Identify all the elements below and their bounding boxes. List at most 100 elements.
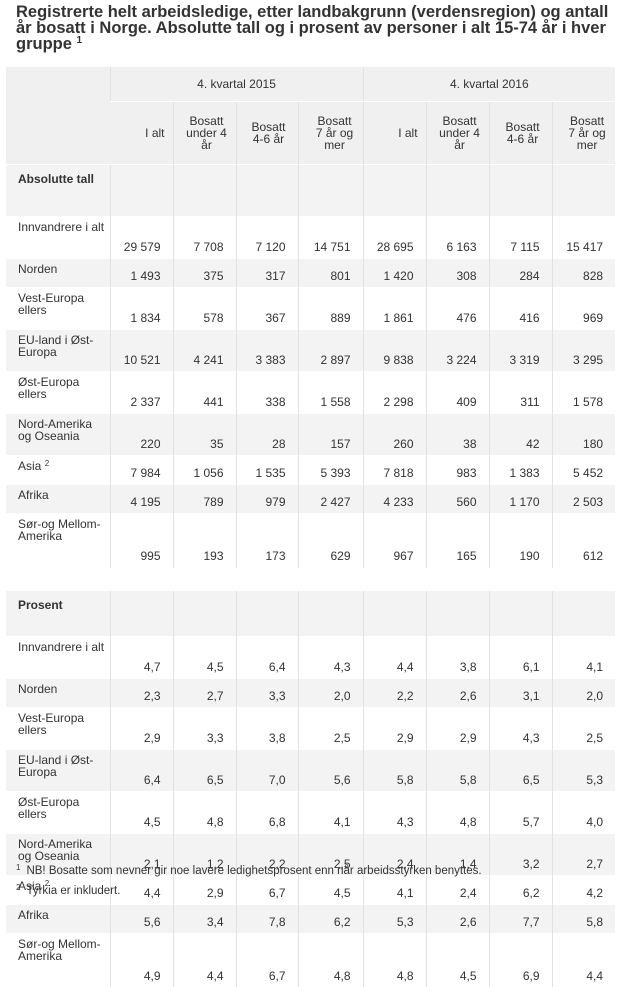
table-cell: 190 bbox=[489, 514, 552, 568]
table-cell: 4,3 bbox=[489, 708, 552, 750]
table-cell: 15 417 bbox=[552, 217, 615, 259]
empty-cell bbox=[298, 591, 363, 637]
table-cell: 5,3 bbox=[552, 750, 615, 792]
empty-cell bbox=[489, 591, 552, 637]
table-cell: 375 bbox=[173, 259, 236, 288]
table-cell: 308 bbox=[426, 259, 489, 288]
table-title-text: Registrerte helt arbeidsledige, etter la… bbox=[16, 3, 608, 53]
table-cell: 5,7 bbox=[489, 792, 552, 834]
table-cell: 2,6 bbox=[426, 679, 489, 708]
table-cell: 1 383 bbox=[489, 456, 552, 485]
empty-cell bbox=[552, 591, 615, 637]
footnote-mark: 1 bbox=[16, 863, 20, 872]
row-label: Norden bbox=[6, 259, 110, 288]
table-cell: 2,5 bbox=[552, 708, 615, 750]
table-cell: 6,8 bbox=[236, 792, 298, 834]
row-label: Innvandrere i alt bbox=[6, 637, 110, 679]
table-cell: 2,6 bbox=[426, 905, 489, 934]
row-label: EU-land i Øst-Europa bbox=[6, 750, 110, 792]
table-cell: 612 bbox=[552, 514, 615, 568]
empty-cell bbox=[363, 591, 426, 637]
table-cell: 983 bbox=[426, 456, 489, 485]
table-cell: 2,5 bbox=[298, 708, 363, 750]
section-spacer bbox=[6, 568, 615, 591]
table-cell: 6,7 bbox=[236, 934, 298, 987]
table-cell: 7 120 bbox=[236, 217, 298, 259]
table-cell: 4 241 bbox=[173, 330, 236, 372]
column-header: Bosatt under 4 år bbox=[426, 102, 489, 165]
row-label-text: Nord-Amerika og Oseania bbox=[18, 417, 92, 443]
row-label-text: Sør-og Mellom-Amerika bbox=[18, 517, 101, 543]
spacer-cell bbox=[236, 568, 298, 591]
table-cell: 1 861 bbox=[363, 288, 426, 330]
table-cell: 3 383 bbox=[236, 330, 298, 372]
table-cell: 14 751 bbox=[298, 217, 363, 259]
table-cell: 180 bbox=[552, 414, 615, 456]
table-cell: 1 420 bbox=[363, 259, 426, 288]
row-footnote-ref: 2 bbox=[45, 459, 49, 468]
row-label-text: Innvandrere i alt bbox=[18, 640, 104, 654]
section-heading: Absolutte tall bbox=[6, 165, 110, 217]
row-label: Norden bbox=[6, 679, 110, 708]
table-cell: 3,4 bbox=[173, 905, 236, 934]
column-header: Bosatt 7 år og mer bbox=[552, 102, 615, 165]
table-cell: 1 535 bbox=[236, 456, 298, 485]
row-label: Innvandrere i alt bbox=[6, 217, 110, 259]
row-label: Sør-og Mellom-Amerika bbox=[6, 934, 110, 987]
period-header-row: 4. kvartal 2015 4. kvartal 2016 bbox=[6, 67, 615, 102]
table-cell: 2,9 bbox=[110, 708, 173, 750]
spacer-cell bbox=[363, 568, 426, 591]
section-heading: Prosent bbox=[6, 591, 110, 637]
period-header-2015: 4. kvartal 2015 bbox=[110, 67, 363, 102]
column-header: Bosatt under 4 år bbox=[173, 102, 236, 165]
spacer-cell bbox=[426, 568, 489, 591]
empty-cell bbox=[489, 165, 552, 217]
table-cell: 979 bbox=[236, 485, 298, 514]
column-header: I alt bbox=[110, 102, 173, 165]
section-heading-row: Prosent bbox=[6, 591, 615, 637]
empty-cell bbox=[363, 165, 426, 217]
table-cell: 4,3 bbox=[363, 792, 426, 834]
row-label-text: Øst-Europa ellers bbox=[18, 375, 79, 401]
table-cell: 317 bbox=[236, 259, 298, 288]
empty-cell bbox=[110, 165, 173, 217]
table-cell: 7 818 bbox=[363, 456, 426, 485]
table-cell: 5,6 bbox=[110, 905, 173, 934]
table-cell: 42 bbox=[489, 414, 552, 456]
row-label-text: Afrika bbox=[18, 908, 49, 922]
row-label: Nord-Amerika og Oseania bbox=[6, 414, 110, 456]
table-cell: 1 056 bbox=[173, 456, 236, 485]
table-cell: 311 bbox=[489, 372, 552, 414]
empty-cell bbox=[298, 165, 363, 217]
table-cell: 6,4 bbox=[236, 637, 298, 679]
table-cell: 4 233 bbox=[363, 485, 426, 514]
table-cell: 3,8 bbox=[236, 708, 298, 750]
table-cell: 6 163 bbox=[426, 217, 489, 259]
table-cell: 560 bbox=[426, 485, 489, 514]
row-label: EU-land i Øst-Europa bbox=[6, 330, 110, 372]
table-cell: 6,1 bbox=[489, 637, 552, 679]
row-label-text: Vest-Europa ellers bbox=[18, 711, 84, 737]
table-cell: 4,1 bbox=[298, 792, 363, 834]
table-cell: 2,7 bbox=[173, 679, 236, 708]
corner-cell bbox=[6, 67, 110, 165]
table-cell: 3,1 bbox=[489, 679, 552, 708]
row-label-text: Asia bbox=[18, 459, 41, 473]
table-cell: 28 695 bbox=[363, 217, 426, 259]
table-cell: 4,4 bbox=[173, 934, 236, 987]
row-label-text: Sør-og Mellom-Amerika bbox=[18, 937, 101, 963]
table-cell: 409 bbox=[426, 372, 489, 414]
table-cell: 338 bbox=[236, 372, 298, 414]
table-cell: 4,0 bbox=[552, 792, 615, 834]
